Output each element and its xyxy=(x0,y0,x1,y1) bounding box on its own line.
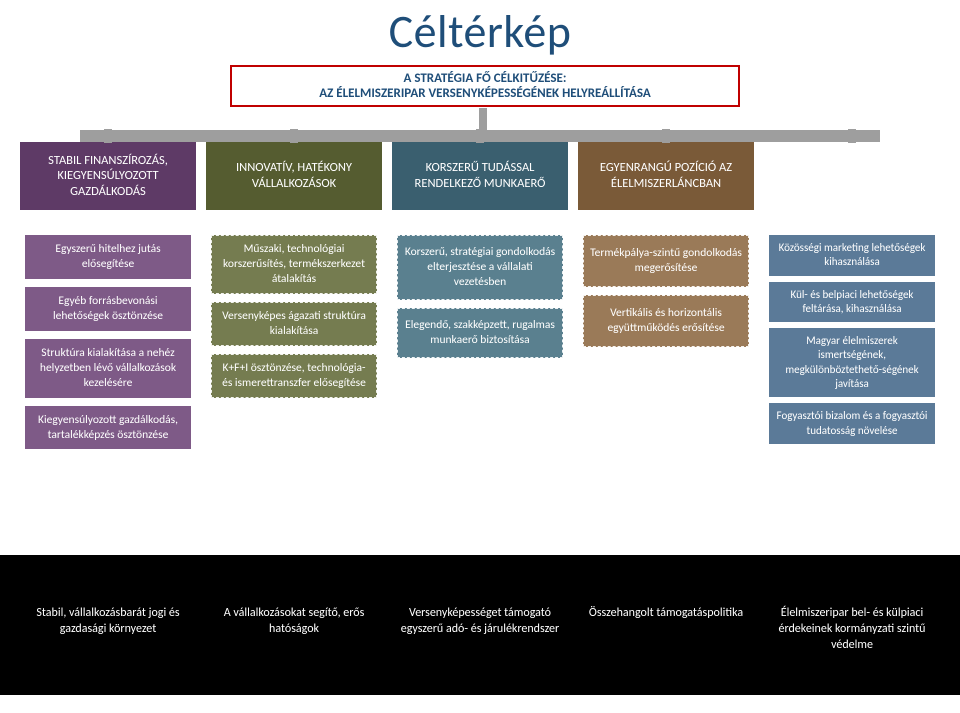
pillars-row: STABIL FINANSZÍROZÁS, KIEGYENSÚLYOZOTT G… xyxy=(20,130,940,550)
pillar-item: Egyéb forrásbevonási lehetőségek ösztönz… xyxy=(25,287,191,331)
pillar-item: Kiegyensúlyozott gazdálkodás, tartalékké… xyxy=(25,406,191,450)
pillar-item: Közösségi marketing lehetőségek kihaszná… xyxy=(769,235,935,276)
pillar-body: Termékpálya-szintű gondolkodás megerősít… xyxy=(583,235,749,347)
footer-item: Versenyképességet támogató egyszerű adó-… xyxy=(392,605,568,654)
pillar-item: Termékpálya-szintű gondolkodás megerősít… xyxy=(583,235,749,287)
pillar-stub xyxy=(104,129,112,143)
pillar-body: Műszaki, technológiai korszerűsítés, ter… xyxy=(211,235,377,398)
strategy-header-box: A STRATÉGIA FŐ CÉLKITŰZÉSE: AZ ÉLELMISZE… xyxy=(230,65,740,107)
pillar-head: STABIL FINANSZÍROZÁS, KIEGYENSÚLYOZOTT G… xyxy=(20,142,196,210)
pillar-item: Elegendő, szakképzett, rugalmas munkaerő… xyxy=(397,308,563,358)
pillar-item: Magyar élelmiszerek ismertségének, megkü… xyxy=(769,328,935,397)
pillar-2: KORSZERŰ TUDÁSSAL RENDELKEZŐ MUNKAERŐ Kor… xyxy=(392,130,568,550)
footer-row: Stabil, vállalkozásbarát jogi és gazdasá… xyxy=(20,605,940,654)
page-title: Céltérkép xyxy=(0,0,960,60)
pillar-head: INNOVATÍV, HATÉKONY VÁLLALKOZÁSOK xyxy=(206,142,382,210)
pillar-item: Fogyasztói bizalom és a fogyasztói tudat… xyxy=(769,403,935,444)
pillar-3: EGYENRANGÚ POZÍCIÓ AZ ÉLELMISZERLÁNCBAN T… xyxy=(578,130,754,550)
pillar-item: K+F+I ösztönzése, technológia- és ismere… xyxy=(211,354,377,398)
pillar-item: Versenyképes ágazati struktúra kialakítá… xyxy=(211,302,377,346)
pillar-item: Kül- és belpiaci lehetőségek feltárása, … xyxy=(769,282,935,323)
footer-item: A vállalkozásokat segítő, erős hatóságok xyxy=(206,605,382,654)
pillar-item: Műszaki, technológiai korszerűsítés, ter… xyxy=(211,235,377,294)
pillar-head: EGYENRANGÚ POZÍCIÓ AZ ÉLELMISZERLÁNCBAN xyxy=(578,142,754,210)
pillar-item: Korszerű, stratégiai gondolkodás elterje… xyxy=(397,235,563,300)
pillar-item: Struktúra kialakítása a nehéz helyzetben… xyxy=(25,339,191,398)
strategy-header-line2: AZ ÉLELMISZERIPAR VERSENYKÉPESSÉGÉNEK HE… xyxy=(232,86,738,101)
pillar-item: Egyszerű hitelhez jutás elősegítése xyxy=(25,235,191,279)
footer-item: Élelmiszeripar bel- és külpiaci érdekein… xyxy=(764,605,940,654)
pillar-stub xyxy=(476,129,484,143)
pillar-head: KORSZERŰ TUDÁSSAL RENDELKEZŐ MUNKAERŐ xyxy=(392,142,568,210)
pillar-body: Korszerű, stratégiai gondolkodás elterje… xyxy=(397,235,563,358)
pillar-0: STABIL FINANSZÍROZÁS, KIEGYENSÚLYOZOTT G… xyxy=(20,130,196,550)
pillar-body: Egyszerű hitelhez jutás elősegítése Egyéb… xyxy=(25,235,191,449)
pillar-stub xyxy=(290,129,298,143)
footer-item: Összehangolt támogatáspolitika xyxy=(578,605,754,654)
pillar-4: Közösségi marketing lehetőségek kihaszná… xyxy=(764,130,940,550)
footer-item: Stabil, vállalkozásbarát jogi és gazdasá… xyxy=(20,605,196,654)
pillar-item: Vertikális és horizontális együttműködés… xyxy=(583,295,749,347)
pillar-stub xyxy=(848,129,856,143)
pillar-body: Közösségi marketing lehetőségek kihaszná… xyxy=(769,235,935,444)
strategy-header-line1: A STRATÉGIA FŐ CÉLKITŰZÉSE: xyxy=(232,71,738,86)
pillar-1: INNOVATÍV, HATÉKONY VÁLLALKOZÁSOK Műszaki… xyxy=(206,130,382,550)
pillar-stub xyxy=(662,129,670,143)
